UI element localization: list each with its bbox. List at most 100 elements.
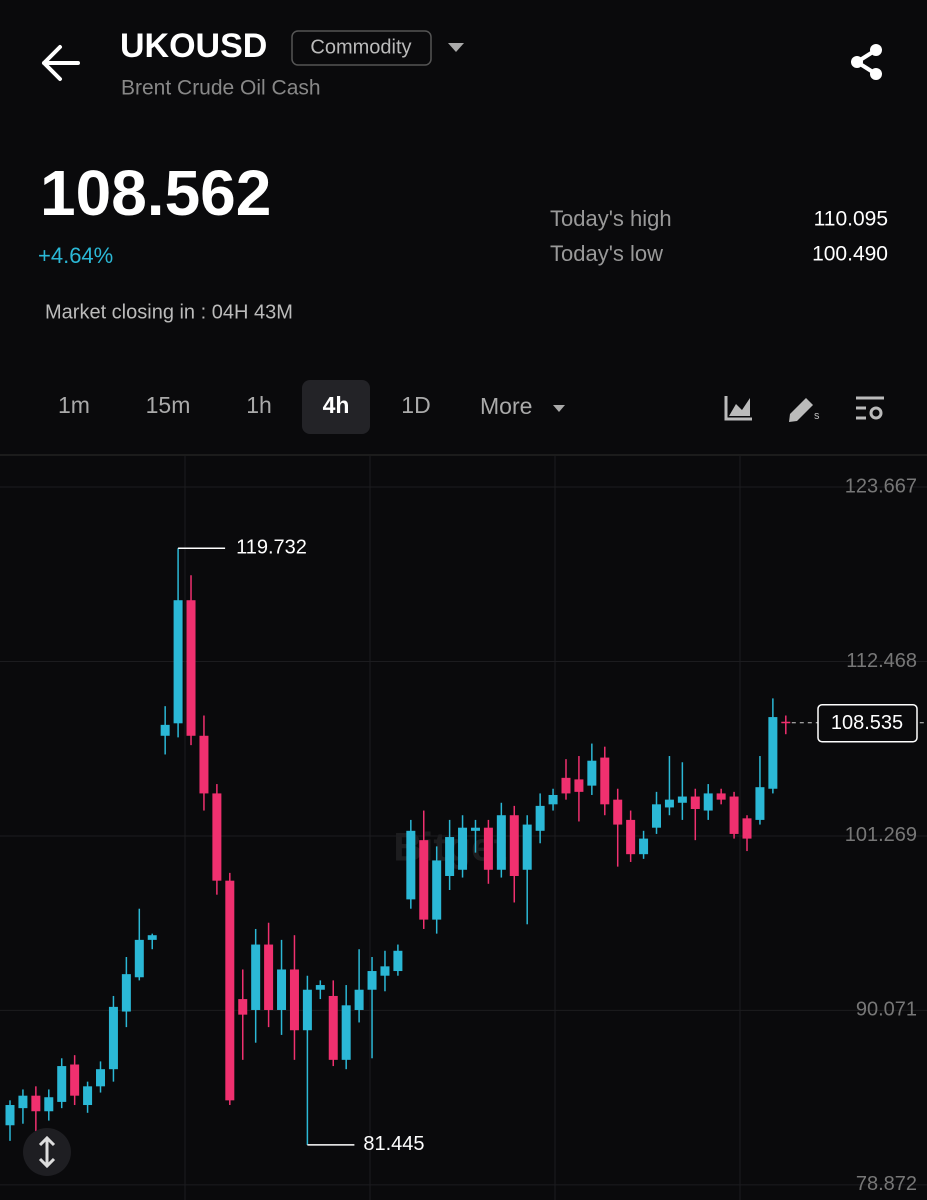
stat-label: Today's high (550, 206, 672, 231)
candle-body (147, 935, 157, 940)
candle-body (781, 721, 791, 724)
candle-body (600, 757, 610, 805)
low-label: 81.445 (363, 1133, 424, 1155)
candle-body (613, 799, 623, 825)
last-price-box (817, 704, 918, 743)
vertical-grid (184, 456, 741, 1200)
y-tick-label: 78.872 (856, 1173, 917, 1195)
draw-button[interactable]: s (789, 398, 820, 422)
candle-body (173, 600, 183, 724)
candle-body (70, 1064, 80, 1096)
candle-body (289, 969, 299, 1031)
candle-body (483, 827, 493, 870)
candle-body (238, 999, 248, 1015)
candle-body (458, 827, 468, 870)
badge: Commodity (310, 36, 411, 58)
timeframe[interactable]: 1h (246, 392, 272, 418)
candle-body (470, 827, 480, 831)
timeframe[interactable]: 15m (146, 392, 191, 418)
back-arrow (42, 45, 80, 81)
icon: s (814, 410, 820, 422)
more-dropdown (553, 405, 565, 412)
timeframe[interactable]: 4h (323, 392, 350, 418)
back-button[interactable] (42, 45, 80, 81)
candle-body (432, 860, 442, 920)
candle-body (768, 717, 778, 789)
candle-body (212, 793, 222, 881)
candle-body (729, 796, 739, 834)
candle-body (535, 805, 545, 831)
candle-body (639, 838, 649, 855)
candle-body (186, 600, 196, 736)
icon (729, 398, 750, 416)
candle-body (587, 760, 597, 786)
scale-toggle-icon (38, 1135, 56, 1169)
share-dot (870, 44, 882, 56)
candle-body (406, 830, 416, 900)
candle-body (31, 1095, 41, 1112)
timeframe-selected (302, 380, 370, 434)
candle-body (419, 840, 429, 920)
icon (856, 396, 884, 420)
timeframes: 1m 15m 1h 4h 1D (58, 380, 431, 434)
candle-body (134, 939, 144, 978)
candle-body (393, 950, 403, 972)
candle-body (83, 1086, 93, 1106)
high-label: 119.732 (236, 537, 307, 559)
icon (789, 398, 813, 422)
price: 108.562 (40, 157, 271, 229)
share-dot (870, 68, 882, 80)
icon (869, 406, 883, 420)
candle-body (716, 793, 726, 800)
candle-body (121, 974, 131, 1012)
chart-type-button[interactable] (724, 396, 752, 421)
scale-toggle[interactable] (23, 1128, 71, 1176)
share-button[interactable] (851, 44, 882, 80)
last-price-label: 108.535 (831, 712, 903, 734)
candle-body (57, 1066, 67, 1102)
timeframe[interactable]: 1D (401, 392, 430, 418)
candle-body (742, 818, 752, 839)
candle-body (44, 1097, 54, 1112)
candle-body (199, 735, 209, 794)
candle-body (522, 824, 532, 870)
candle-body (380, 966, 390, 976)
change: +4.64% (38, 243, 113, 268)
candle-body (251, 944, 261, 1010)
candle-body (664, 799, 674, 808)
symbol-dropdown[interactable] (448, 43, 464, 52)
symbol: UKOUSD (120, 27, 267, 65)
candle-body (652, 804, 661, 828)
chart: 123.667 112.468 101.269 90.071 78.872 119.732… (0, 475, 927, 1195)
y-tick-label: 101.269 (845, 824, 917, 846)
candle-body (626, 819, 636, 855)
badge-frame (291, 30, 432, 66)
candle-body (548, 794, 558, 805)
candle-body (509, 815, 519, 876)
candle-body (225, 880, 235, 1101)
candle-body (96, 1069, 106, 1087)
more-button[interactable]: More (480, 393, 532, 419)
candle-body (561, 777, 571, 794)
instrument-name: Brent Crude Oil Cash (121, 77, 321, 100)
timeframe[interactable]: 1m (58, 392, 90, 418)
candle-body (703, 793, 713, 811)
share-dot (851, 56, 863, 68)
icon (724, 396, 752, 421)
candle-body (690, 796, 700, 809)
candle-body (18, 1095, 28, 1109)
settings-button[interactable] (856, 396, 884, 420)
candle-body (108, 1006, 118, 1070)
candle-body (5, 1105, 15, 1126)
candle-body (341, 1005, 351, 1060)
candle-body (315, 985, 325, 990)
stat-value: 110.095 (814, 208, 888, 231)
y-tick-label: 123.667 (845, 475, 917, 497)
y-tick-label: 112.468 (846, 650, 917, 672)
stat-label: Today's low (550, 241, 663, 266)
candle-body (367, 971, 377, 990)
candle-body (496, 815, 506, 870)
